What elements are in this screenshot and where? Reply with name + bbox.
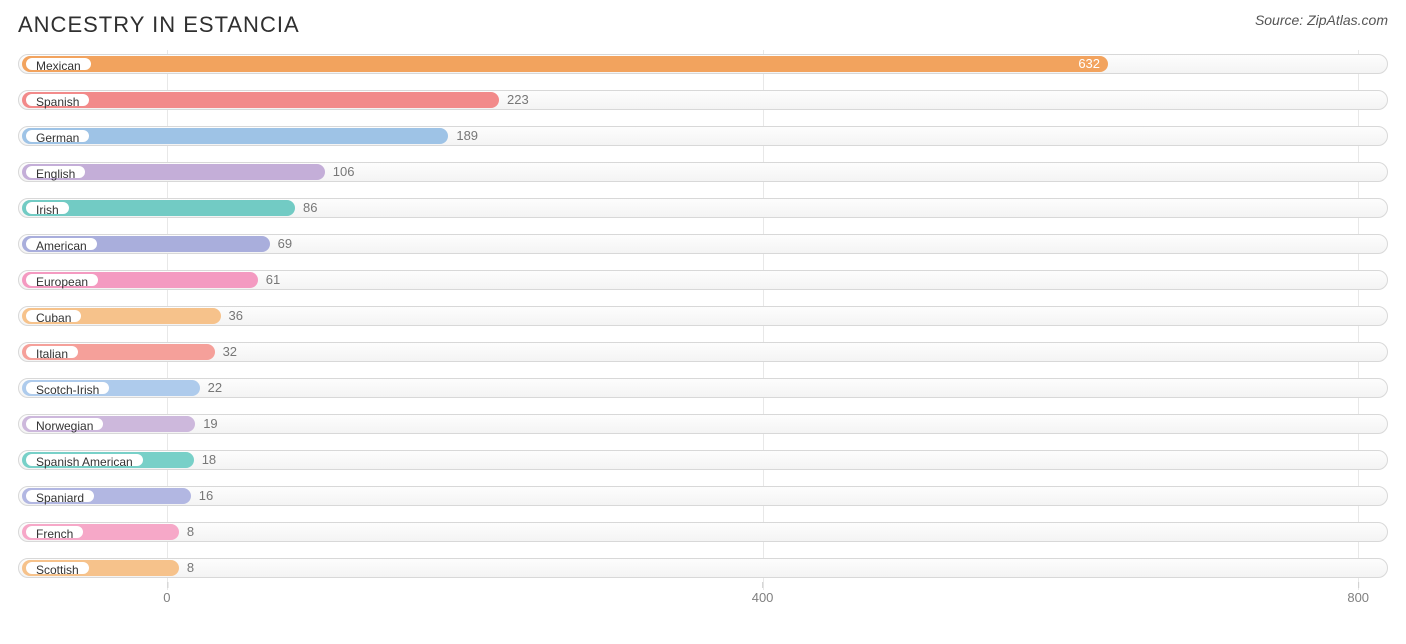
- bar-label-pill: Scottish: [24, 560, 91, 576]
- bar-row: French 8: [18, 518, 1388, 546]
- bar-value: 8: [179, 524, 194, 540]
- bar-value: 223: [499, 92, 529, 108]
- bar-value: 632: [1078, 56, 1108, 72]
- bar-track: [18, 414, 1388, 434]
- bar-track: [18, 450, 1388, 470]
- bar-label-pill: Spanish: [24, 92, 91, 108]
- x-axis: 0 400 800: [18, 590, 1388, 620]
- bar-row: American 69: [18, 230, 1388, 258]
- bar-row: Spaniard 16: [18, 482, 1388, 510]
- bar-row: Spanish American 18: [18, 446, 1388, 474]
- bar-track: [18, 522, 1388, 542]
- bar-label-pill: Irish: [24, 200, 71, 216]
- bar-value: 16: [191, 488, 213, 504]
- bar-row: English 106: [18, 158, 1388, 186]
- bar-track: [18, 486, 1388, 506]
- bar-row: Cuban 36: [18, 302, 1388, 330]
- bar-label-pill: Spanish American: [24, 452, 145, 468]
- bar-fill: [22, 56, 1108, 72]
- bar-value: 61: [258, 272, 280, 288]
- bar-value: 189: [448, 128, 478, 144]
- bar-label-pill: French: [24, 524, 85, 540]
- bar-row: European 61: [18, 266, 1388, 294]
- bar-label-pill: Mexican: [24, 56, 93, 72]
- bar-value: 8: [179, 560, 194, 576]
- chart-title: ANCESTRY IN ESTANCIA: [18, 12, 300, 38]
- x-axis-tick: 400: [752, 590, 774, 605]
- bar-value: 69: [270, 236, 292, 252]
- chart-area: Mexican 632 Spanish 223 German 189 English 106 I…: [18, 50, 1388, 620]
- x-axis-tick: 0: [163, 590, 170, 605]
- bar-label-pill: English: [24, 164, 87, 180]
- bar-label-pill: Spaniard: [24, 488, 96, 504]
- bar-value: 86: [295, 200, 317, 216]
- bar-label-pill: Italian: [24, 344, 80, 360]
- bar-row: Scotch-Irish 22: [18, 374, 1388, 402]
- bar-track: [18, 378, 1388, 398]
- bar-row: Irish 86: [18, 194, 1388, 222]
- bar-label-pill: Norwegian: [24, 416, 105, 432]
- bar-row: Italian 32: [18, 338, 1388, 366]
- bar-row: Spanish 223: [18, 86, 1388, 114]
- bar-value: 18: [194, 452, 216, 468]
- bar-label-pill: European: [24, 272, 100, 288]
- bar-fill: [22, 92, 499, 108]
- chart-source: Source: ZipAtlas.com: [1255, 12, 1388, 28]
- bar-value: 32: [215, 344, 237, 360]
- bar-value: 106: [325, 164, 355, 180]
- bar-row: Mexican 632: [18, 50, 1388, 78]
- bar-row: German 189: [18, 122, 1388, 150]
- bar-value: 22: [200, 380, 222, 396]
- bar-value: 19: [195, 416, 217, 432]
- bar-track: [18, 558, 1388, 578]
- bar-value: 36: [221, 308, 243, 324]
- bar-label-pill: Scotch-Irish: [24, 380, 111, 396]
- bar-row: Norwegian 19: [18, 410, 1388, 438]
- x-axis-tick: 800: [1347, 590, 1369, 605]
- bar-label-pill: Cuban: [24, 308, 83, 324]
- bar-row: Scottish 8: [18, 554, 1388, 582]
- bar-label-pill: German: [24, 128, 91, 144]
- bar-label-pill: American: [24, 236, 99, 252]
